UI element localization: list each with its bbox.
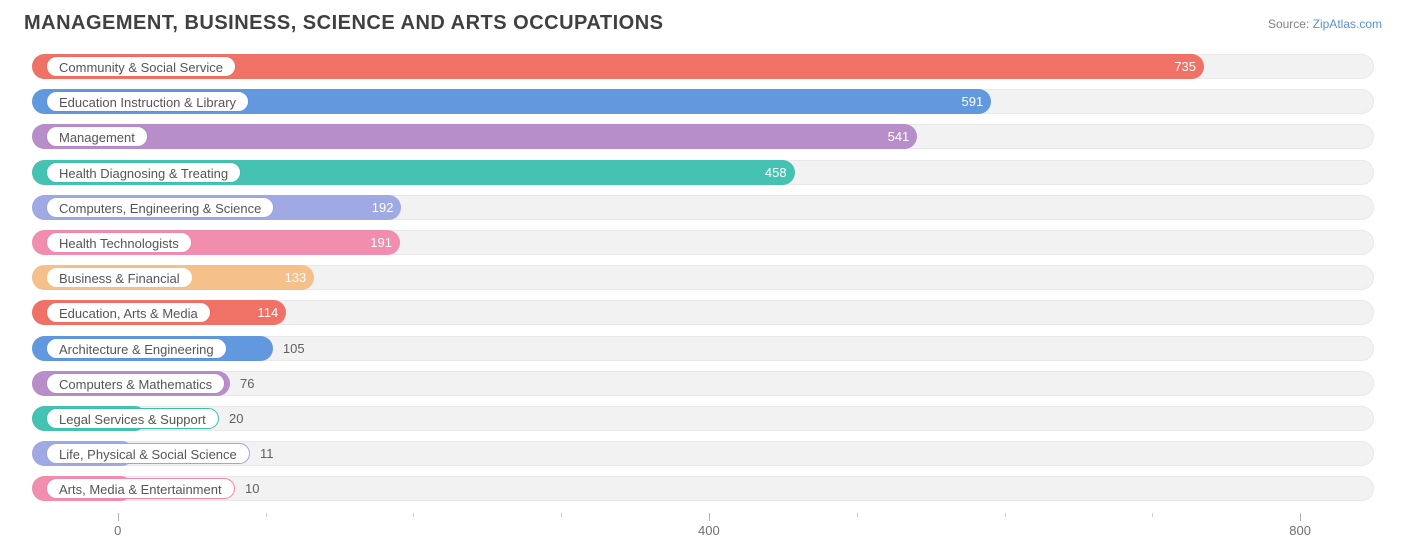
bar-category-label: Architecture & Engineering xyxy=(46,338,227,359)
bar-value-label: 20 xyxy=(229,411,243,426)
bar-value-label: 192 xyxy=(372,200,394,215)
axis-tick-major xyxy=(1300,513,1301,521)
chart-area: Community & Social Service 735 Education I… xyxy=(24,49,1382,543)
bar-value-label: 10 xyxy=(245,481,259,496)
bar-row: Computers, Engineering & Science 192 xyxy=(32,190,1374,225)
axis-tick-label: 0 xyxy=(114,523,121,538)
bar-category-label: Health Diagnosing & Treating xyxy=(46,162,241,183)
bar-value-label: 541 xyxy=(888,129,910,144)
bar-value-label: 133 xyxy=(285,270,307,285)
bar-row: Computers & Mathematics 76 xyxy=(32,366,1374,401)
bar-category-label: Management xyxy=(46,126,148,147)
axis-tick-major xyxy=(709,513,710,521)
bar-value-label: 591 xyxy=(962,94,984,109)
bar-row: Business & Financial 133 xyxy=(32,260,1374,295)
bar-row: Education Instruction & Library 591 xyxy=(32,84,1374,119)
bar-row: Education, Arts & Media 114 xyxy=(32,295,1374,330)
axis-tick-minor xyxy=(857,513,858,517)
bar-row: Life, Physical & Social Science 11 xyxy=(32,436,1374,471)
axis-tick-major xyxy=(118,513,119,521)
bar-category-label: Arts, Media & Entertainment xyxy=(46,478,235,499)
bar-category-label: Education Instruction & Library xyxy=(46,91,249,112)
chart-plot: Community & Social Service 735 Education I… xyxy=(32,49,1374,507)
axis-tick-minor xyxy=(1005,513,1006,517)
axis-tick-minor xyxy=(1152,513,1153,517)
bar-row: Health Technologists 191 xyxy=(32,225,1374,260)
axis-tick-minor xyxy=(266,513,267,517)
bar-category-label: Education, Arts & Media xyxy=(46,302,211,323)
bar-value-label: 114 xyxy=(257,305,278,320)
bar-category-label: Computers & Mathematics xyxy=(46,373,225,394)
bar-value-label: 735 xyxy=(1174,59,1196,74)
bar-row: Architecture & Engineering 105 xyxy=(32,331,1374,366)
bar-row: Management 541 xyxy=(32,119,1374,154)
bar xyxy=(32,124,917,149)
chart-title: MANAGEMENT, BUSINESS, SCIENCE AND ARTS O… xyxy=(24,12,663,35)
source-link[interactable]: ZipAtlas.com xyxy=(1313,17,1382,31)
axis-tick-minor xyxy=(561,513,562,517)
bar-category-label: Legal Services & Support xyxy=(46,408,219,429)
bar-category-label: Health Technologists xyxy=(46,232,192,253)
bar-row: Arts, Media & Entertainment 10 xyxy=(32,471,1374,506)
axis-tick-minor xyxy=(413,513,414,517)
bar-value-label: 11 xyxy=(260,446,274,461)
bar-value-label: 191 xyxy=(370,235,392,250)
source-label: Source: xyxy=(1268,17,1313,31)
bar-row: Health Diagnosing & Treating 458 xyxy=(32,155,1374,190)
axis-tick-label: 400 xyxy=(698,523,720,538)
bar-row: Community & Social Service 735 xyxy=(32,49,1374,84)
bar-value-label: 458 xyxy=(765,165,787,180)
bar-category-label: Community & Social Service xyxy=(46,56,236,77)
bar-track xyxy=(32,371,1374,396)
chart-source: Source: ZipAtlas.com xyxy=(1268,17,1382,31)
bar-category-label: Business & Financial xyxy=(46,267,193,288)
chart-header: MANAGEMENT, BUSINESS, SCIENCE AND ARTS O… xyxy=(24,12,1382,35)
bar-row: Legal Services & Support 20 xyxy=(32,401,1374,436)
bar-category-label: Life, Physical & Social Science xyxy=(46,443,250,464)
bar-category-label: Computers, Engineering & Science xyxy=(46,197,274,218)
bar-value-label: 76 xyxy=(240,376,254,391)
bar-value-label: 105 xyxy=(283,341,305,356)
axis-tick-label: 800 xyxy=(1289,523,1311,538)
x-axis: 0 400 800 xyxy=(32,513,1374,543)
